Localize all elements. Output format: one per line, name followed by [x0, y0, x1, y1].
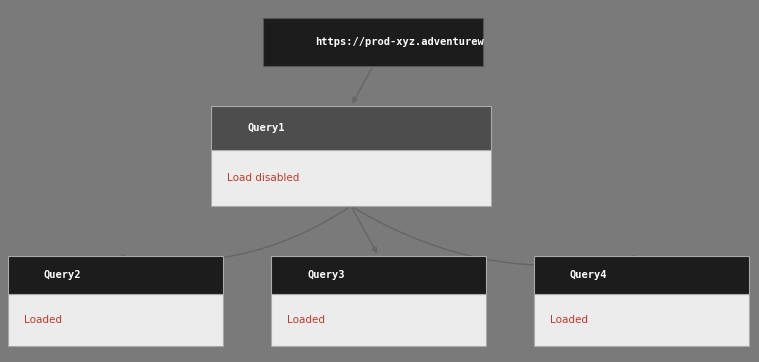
Text: Loaded: Loaded	[550, 315, 588, 325]
FancyBboxPatch shape	[553, 275, 556, 278]
FancyBboxPatch shape	[556, 275, 559, 278]
Text: Query2: Query2	[44, 270, 81, 280]
Text: https://prod-xyz.adventurew: https://prod-xyz.adventurew	[315, 37, 483, 47]
FancyBboxPatch shape	[211, 150, 491, 206]
FancyBboxPatch shape	[211, 106, 491, 150]
FancyBboxPatch shape	[556, 272, 559, 274]
FancyBboxPatch shape	[8, 294, 223, 346]
FancyBboxPatch shape	[263, 18, 483, 66]
FancyBboxPatch shape	[234, 129, 235, 130]
FancyBboxPatch shape	[294, 275, 295, 278]
Text: Load disabled: Load disabled	[227, 173, 299, 183]
FancyBboxPatch shape	[30, 272, 33, 274]
Text: Query4: Query4	[570, 270, 607, 280]
FancyBboxPatch shape	[8, 256, 223, 294]
Text: Query1: Query1	[247, 123, 285, 133]
Text: Loaded: Loaded	[287, 315, 325, 325]
FancyBboxPatch shape	[271, 256, 486, 294]
FancyBboxPatch shape	[230, 129, 232, 130]
FancyBboxPatch shape	[290, 275, 292, 278]
FancyBboxPatch shape	[234, 125, 235, 127]
FancyBboxPatch shape	[271, 294, 486, 346]
FancyBboxPatch shape	[553, 272, 556, 274]
Text: Query3: Query3	[307, 270, 345, 280]
FancyBboxPatch shape	[534, 256, 749, 294]
FancyBboxPatch shape	[534, 294, 749, 346]
FancyBboxPatch shape	[294, 272, 295, 274]
FancyBboxPatch shape	[230, 125, 232, 127]
FancyBboxPatch shape	[30, 275, 33, 278]
Text: Loaded: Loaded	[24, 315, 62, 325]
FancyBboxPatch shape	[27, 272, 30, 274]
FancyBboxPatch shape	[290, 272, 292, 274]
FancyBboxPatch shape	[27, 275, 30, 278]
